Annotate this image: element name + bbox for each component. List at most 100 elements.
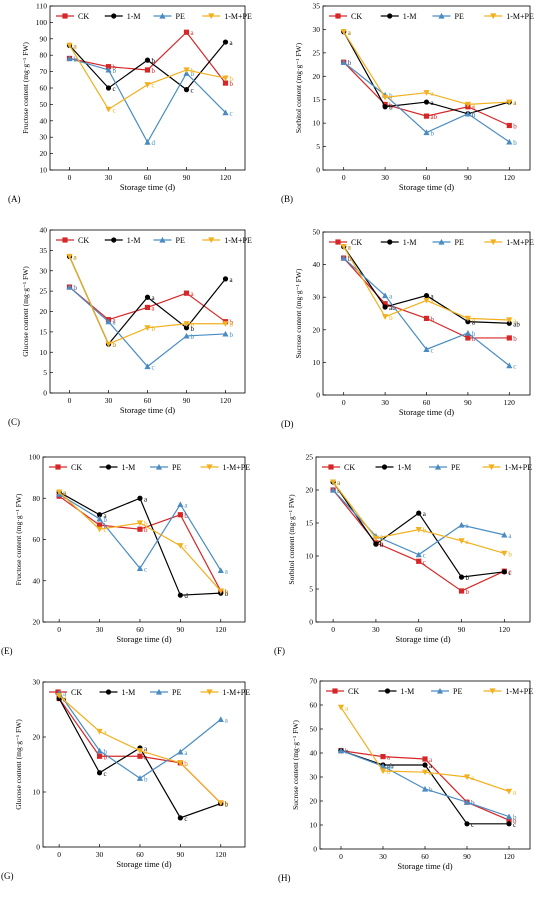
significance-label-pe: c — [144, 565, 147, 573]
data-point-ck — [144, 304, 151, 311]
data-point-1-m — [222, 39, 229, 45]
significance-label-1-m-pe: a — [513, 317, 517, 325]
chart-panel-4: 0 10 20 30 40 50 0 30 60 90 120 Storage time (d) Suc… — [281, 228, 534, 430]
significance-label-pe: a — [184, 749, 188, 757]
significance-label-1-m: d — [184, 592, 188, 600]
y-tick-label: 5 — [43, 368, 47, 377]
significance-label-pe: c — [152, 364, 155, 372]
significance-label-ck: a — [429, 756, 433, 764]
legend-marker — [111, 13, 117, 19]
significance-label-1-m: a — [348, 244, 352, 252]
panel-label: (E) — [1, 646, 13, 656]
data-point-ck — [137, 526, 143, 532]
x-tick-label: 60 — [423, 173, 431, 182]
legend-marker — [55, 689, 61, 695]
significance-label-ck: b — [513, 335, 517, 343]
significance-label-1-m: a — [337, 479, 341, 487]
data-point-ck — [465, 335, 471, 341]
significance-label-ck: b — [513, 817, 517, 825]
legend-marker — [438, 238, 445, 245]
data-point-pe — [340, 254, 347, 261]
significance-label-pe: a — [466, 522, 470, 530]
data-point-1-m — [177, 592, 183, 598]
legend-marker — [332, 688, 338, 694]
data-point-pe — [105, 66, 112, 73]
data-point-ck — [177, 512, 183, 518]
panel-label: (C) — [8, 417, 20, 427]
y-tick-label: 20 — [40, 307, 48, 316]
significance-label-1-m-pe: b — [191, 67, 195, 75]
significance-label-1-m-pe: c — [184, 543, 187, 551]
data-point-1-m-pe — [183, 67, 190, 74]
significance-label-1-m-pe: a — [380, 535, 384, 543]
chart-panel-6: 0 5 10 15 20 25 0 30 60 90 120 Storage time (d) Sorb… — [274, 453, 532, 657]
significance-label-ck: b — [184, 760, 188, 768]
significance-label-1-m-pe: c — [152, 82, 155, 90]
y-tick-label: 50 — [310, 725, 318, 734]
significance-label-1-m-pe: a — [513, 99, 517, 107]
significance-label-1-m: a — [429, 762, 433, 770]
legend-entry-pe: PE — [176, 12, 185, 21]
data-point-pe — [177, 501, 184, 508]
series-line-1-m — [58, 491, 221, 596]
data-point-1-m — [144, 294, 151, 300]
legend-entry-ck: CK — [71, 688, 82, 697]
series-line-1-m-pe — [68, 45, 226, 111]
plot-frame — [322, 5, 531, 171]
data-point-1-m — [422, 762, 428, 768]
y-tick-label: 80 — [33, 494, 41, 503]
legend-marker — [155, 688, 163, 695]
x-tick-label: 120 — [499, 625, 511, 634]
significance-label-pe: b — [348, 59, 352, 67]
significance-label-ck: b — [348, 59, 352, 67]
significance-label-1-m: ab — [389, 304, 396, 312]
significance-label-1-m-pe: a — [389, 94, 393, 102]
significance-label-ck: b — [471, 799, 475, 807]
significance-label-ck: a — [191, 290, 195, 298]
significance-label-1-m: a — [104, 512, 108, 520]
y-tick-label: 35 — [40, 246, 48, 255]
y-tick-label: 60 — [33, 535, 41, 544]
data-point-1-m-pe — [330, 479, 337, 486]
y-axis-label: Sucrose content (mg·g⁻¹ FW) — [294, 268, 303, 358]
data-point-1-m — [423, 292, 430, 299]
significance-label-1-m: a — [348, 29, 352, 37]
significance-label-1-m: b — [113, 341, 117, 349]
significance-label-1-m: c — [191, 87, 194, 95]
data-point-1-m-pe — [463, 774, 471, 781]
significance-label-1-m: a — [431, 99, 435, 107]
x-tick-label: 30 — [372, 625, 380, 634]
series-line-ck — [332, 489, 505, 592]
legend-entry-pe: PE — [451, 463, 460, 472]
x-tick-label: 60 — [136, 850, 144, 859]
data-point-ck — [423, 113, 430, 119]
significance-label-ck: b — [152, 67, 156, 75]
plot-frame — [322, 231, 531, 396]
data-point-ck — [506, 817, 512, 823]
x-tick-label: 120 — [504, 398, 516, 407]
data-point-pe — [464, 329, 471, 336]
legend-marker — [55, 464, 61, 470]
significance-label-1-m: a — [144, 495, 148, 503]
data-point-1-m-pe — [340, 244, 347, 250]
y-tick-label: 30 — [40, 133, 48, 142]
legend-entry-pe: PE — [172, 688, 181, 697]
significance-label-pe: ab — [387, 763, 394, 771]
significance-label-ck: c — [423, 558, 426, 566]
y-axis-label: Fructose content (mg·g⁻¹ FW) — [14, 493, 23, 585]
data-point-1-m-pe — [222, 321, 229, 327]
series-line-ck — [69, 286, 226, 323]
significance-label-pe: c — [431, 346, 434, 354]
y-tick-label: 40 — [40, 116, 48, 125]
significance-label-1-m: a — [144, 745, 148, 753]
data-point-1-m-pe — [464, 315, 471, 322]
data-point-ck — [96, 753, 103, 759]
x-tick-label: 0 — [68, 396, 72, 405]
significance-label-pe: d — [152, 139, 156, 147]
significance-label-ck: b — [113, 64, 117, 72]
legend-marker — [384, 688, 391, 694]
y-tick-label: 70 — [310, 677, 318, 686]
x-tick-label: 90 — [464, 173, 472, 182]
data-point-1-m-pe — [136, 520, 144, 527]
data-point-pe — [217, 567, 224, 574]
